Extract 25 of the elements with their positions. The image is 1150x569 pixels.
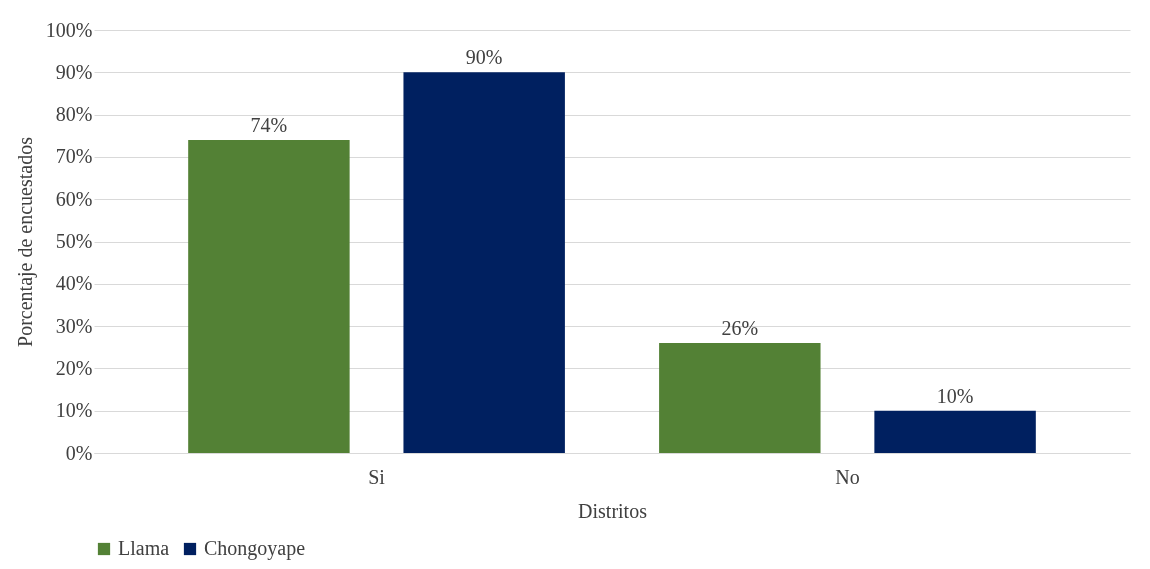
- bar: [188, 139, 350, 453]
- y-tick-label: 90%: [55, 60, 93, 83]
- data-label: 90%: [465, 46, 503, 69]
- y-tick-label: 50%: [55, 230, 93, 252]
- y-tick-label: 30%: [55, 314, 93, 337]
- x-tick-label: Si: [368, 465, 386, 488]
- y-tick-label: 0%: [65, 441, 93, 464]
- data-label: 26%: [721, 317, 759, 340]
- y-tick-label: 20%: [55, 356, 93, 379]
- x-axis-title: Distritos: [578, 499, 648, 522]
- bar: [659, 343, 821, 453]
- y-tick-label: 10%: [55, 399, 93, 422]
- y-tick-label: 60%: [55, 187, 93, 210]
- y-axis-title: Porcentaje de encuestados: [13, 136, 37, 347]
- bar: [874, 410, 1036, 453]
- y-tick-label: 40%: [55, 272, 93, 295]
- data-label: 74%: [250, 113, 288, 136]
- y-tick-label: 100%: [45, 18, 93, 41]
- bar: [403, 72, 565, 453]
- y-tick-label: 70%: [55, 145, 93, 168]
- legend-label: Chongoyape: [204, 537, 306, 560]
- legend-label: Llama: [118, 537, 170, 559]
- data-label: 10%: [936, 384, 974, 407]
- y-tick-label: 80%: [55, 103, 93, 126]
- x-tick-label: No: [835, 465, 860, 488]
